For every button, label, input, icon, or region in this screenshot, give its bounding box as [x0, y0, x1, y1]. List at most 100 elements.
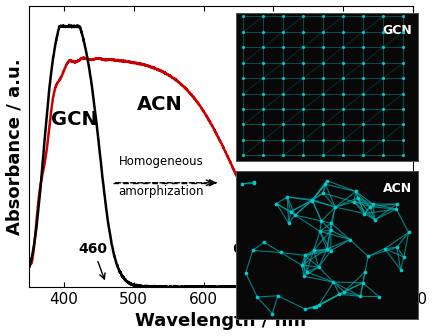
- Point: [380, 60, 387, 66]
- Text: Homogeneous: Homogeneous: [119, 155, 203, 168]
- Point: [249, 248, 256, 253]
- Point: [240, 60, 247, 66]
- Point: [362, 269, 368, 275]
- Point: [323, 246, 330, 252]
- Point: [318, 218, 325, 224]
- Point: [341, 289, 348, 294]
- Point: [357, 294, 364, 299]
- Point: [380, 122, 387, 127]
- Point: [320, 29, 327, 35]
- Point: [400, 137, 407, 142]
- Point: [320, 76, 327, 81]
- Point: [275, 293, 281, 298]
- Point: [380, 76, 387, 81]
- Point: [381, 246, 388, 251]
- Point: [280, 29, 287, 35]
- Point: [323, 178, 330, 183]
- Point: [346, 237, 353, 242]
- Point: [340, 60, 347, 66]
- Point: [315, 264, 322, 270]
- Text: GCN: GCN: [52, 111, 98, 129]
- Point: [360, 122, 367, 127]
- Point: [360, 45, 367, 50]
- Point: [280, 153, 287, 158]
- Point: [320, 60, 327, 66]
- Point: [400, 91, 407, 96]
- Point: [330, 280, 337, 285]
- Point: [320, 106, 327, 112]
- Point: [269, 311, 276, 317]
- Point: [280, 106, 287, 112]
- Point: [280, 60, 287, 66]
- Point: [322, 181, 329, 187]
- Point: [360, 91, 367, 96]
- Point: [260, 14, 267, 19]
- Point: [400, 122, 407, 127]
- Text: ACN: ACN: [383, 182, 412, 195]
- Point: [354, 195, 361, 201]
- Point: [340, 45, 347, 50]
- Point: [360, 29, 367, 35]
- Point: [320, 153, 327, 158]
- Point: [240, 122, 247, 127]
- Point: [313, 305, 320, 310]
- Point: [360, 14, 367, 19]
- Point: [298, 262, 305, 268]
- Point: [380, 153, 387, 158]
- Point: [380, 91, 387, 96]
- Point: [320, 191, 326, 196]
- Point: [394, 245, 401, 250]
- Point: [301, 253, 308, 258]
- Point: [260, 60, 267, 66]
- Point: [400, 45, 407, 50]
- Point: [340, 91, 347, 96]
- Point: [375, 294, 382, 299]
- Point: [311, 304, 318, 310]
- Point: [280, 76, 287, 81]
- Point: [340, 122, 347, 127]
- Point: [369, 201, 376, 207]
- Point: [360, 106, 367, 112]
- Point: [280, 14, 287, 19]
- Point: [240, 14, 247, 19]
- Point: [260, 122, 267, 127]
- Point: [380, 14, 387, 19]
- Point: [280, 122, 287, 127]
- Point: [240, 137, 247, 142]
- Point: [260, 153, 267, 158]
- Point: [328, 220, 335, 226]
- Point: [380, 29, 387, 35]
- Point: [365, 254, 372, 259]
- Point: [400, 29, 407, 35]
- Point: [317, 229, 323, 234]
- Point: [380, 137, 387, 142]
- Point: [285, 220, 292, 226]
- Point: [336, 292, 343, 297]
- Point: [302, 306, 309, 312]
- Point: [250, 181, 257, 186]
- Text: GCN: GCN: [383, 24, 412, 37]
- Point: [360, 60, 367, 66]
- Point: [327, 227, 334, 233]
- Point: [309, 198, 316, 203]
- Point: [360, 76, 367, 81]
- Point: [380, 106, 387, 112]
- Point: [320, 122, 327, 127]
- Point: [400, 76, 407, 81]
- Point: [300, 76, 307, 81]
- Point: [320, 14, 327, 19]
- Point: [240, 106, 247, 112]
- X-axis label: Wavelength / nm: Wavelength / nm: [136, 312, 307, 330]
- Point: [315, 302, 322, 308]
- Point: [242, 270, 249, 276]
- Point: [300, 106, 307, 112]
- Point: [280, 91, 287, 96]
- Point: [361, 211, 368, 216]
- Point: [327, 248, 334, 253]
- Point: [300, 122, 307, 127]
- Point: [359, 280, 366, 285]
- Point: [300, 137, 307, 142]
- Point: [400, 153, 407, 158]
- Point: [320, 45, 327, 50]
- Point: [366, 204, 373, 209]
